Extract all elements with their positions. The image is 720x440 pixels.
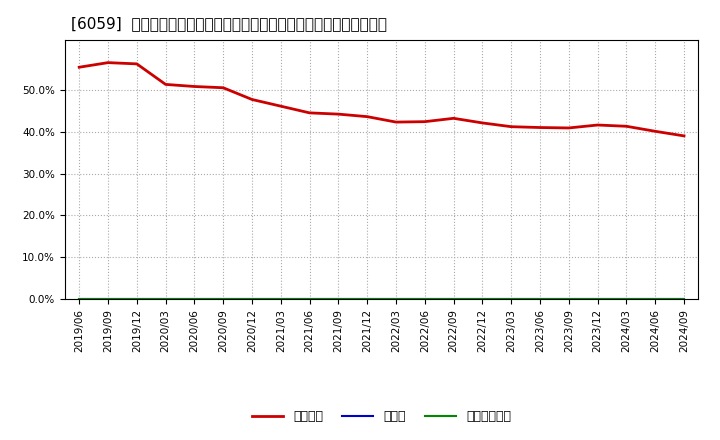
繰延税金資産 — [276, 297, 285, 302]
繰延税金資産 — [132, 297, 141, 302]
のれん — [190, 297, 199, 302]
繰延税金資産 — [507, 297, 516, 302]
自己資本 — [248, 97, 256, 102]
のれん — [593, 297, 602, 302]
繰延税金資産 — [420, 297, 429, 302]
のれん — [507, 297, 516, 302]
のれん — [622, 297, 631, 302]
自己資本 — [132, 61, 141, 66]
繰延税金資産 — [622, 297, 631, 302]
自己資本 — [564, 125, 573, 131]
のれん — [132, 297, 141, 302]
自己資本 — [161, 82, 170, 87]
のれん — [219, 297, 228, 302]
自己資本 — [507, 124, 516, 129]
自己資本 — [392, 119, 400, 125]
自己資本 — [190, 84, 199, 89]
のれん — [104, 297, 112, 302]
自己資本 — [104, 60, 112, 65]
のれん — [680, 297, 688, 302]
自己資本 — [680, 133, 688, 139]
Line: 自己資本: 自己資本 — [79, 62, 684, 136]
自己資本 — [536, 125, 544, 130]
自己資本 — [75, 65, 84, 70]
繰延税金資産 — [392, 297, 400, 302]
のれん — [334, 297, 343, 302]
自己資本 — [276, 103, 285, 109]
のれん — [392, 297, 400, 302]
Text: [6059]  自己資本、のれん、繰延税金資産の総資産に対する比率の推移: [6059] 自己資本、のれん、繰延税金資産の総資産に対する比率の推移 — [71, 16, 387, 32]
自己資本 — [363, 114, 372, 119]
繰延税金資産 — [104, 297, 112, 302]
自己資本 — [219, 85, 228, 90]
自己資本 — [334, 111, 343, 117]
のれん — [363, 297, 372, 302]
のれん — [420, 297, 429, 302]
繰延税金資産 — [680, 297, 688, 302]
自己資本 — [305, 110, 314, 116]
のれん — [75, 297, 84, 302]
繰延税金資産 — [564, 297, 573, 302]
のれん — [276, 297, 285, 302]
繰延税金資産 — [478, 297, 487, 302]
繰延税金資産 — [536, 297, 544, 302]
のれん — [248, 297, 256, 302]
自己資本 — [651, 128, 660, 134]
Legend: 自己資本, のれん, 繰延税金資産: 自己資本, のれん, 繰延税金資産 — [247, 405, 516, 428]
のれん — [651, 297, 660, 302]
繰延税金資産 — [248, 297, 256, 302]
繰延税金資産 — [161, 297, 170, 302]
自己資本 — [449, 116, 458, 121]
繰延税金資産 — [651, 297, 660, 302]
繰延税金資産 — [219, 297, 228, 302]
のれん — [478, 297, 487, 302]
のれん — [449, 297, 458, 302]
繰延税金資産 — [334, 297, 343, 302]
自己資本 — [593, 122, 602, 128]
繰延税金資産 — [305, 297, 314, 302]
のれん — [536, 297, 544, 302]
繰延税金資産 — [363, 297, 372, 302]
のれん — [564, 297, 573, 302]
繰延税金資産 — [449, 297, 458, 302]
繰延税金資産 — [75, 297, 84, 302]
自己資本 — [420, 119, 429, 125]
自己資本 — [478, 120, 487, 125]
繰延税金資産 — [190, 297, 199, 302]
のれん — [161, 297, 170, 302]
自己資本 — [622, 124, 631, 129]
繰延税金資産 — [593, 297, 602, 302]
のれん — [305, 297, 314, 302]
